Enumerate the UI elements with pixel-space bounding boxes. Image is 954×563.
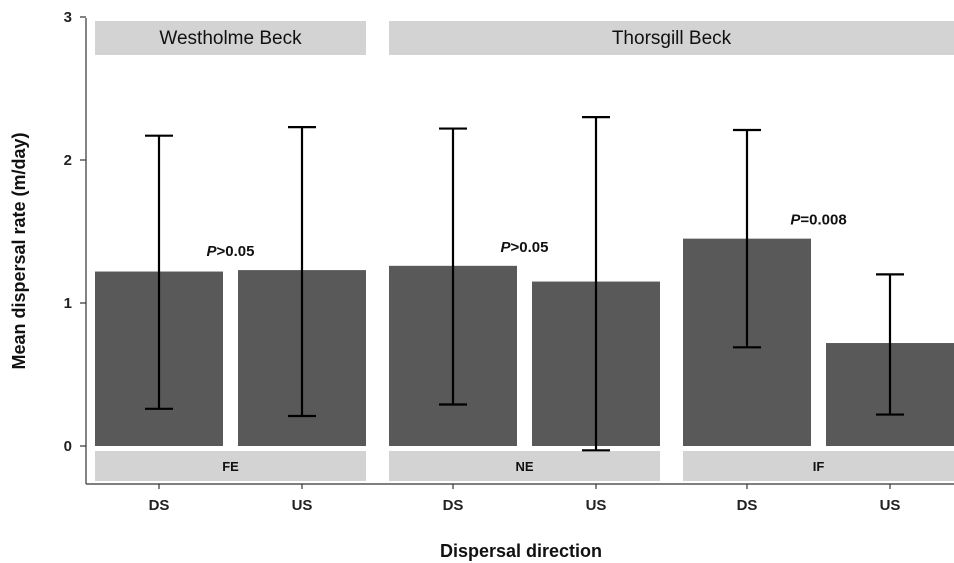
x-tick-label: US bbox=[292, 497, 313, 514]
error-bars-layer bbox=[145, 115, 904, 452]
x-axis-title: Dispersal direction bbox=[440, 541, 602, 561]
bottom-strip-ne bbox=[389, 451, 660, 481]
bars-layer bbox=[95, 238, 954, 446]
p-value-text: >0.05 bbox=[511, 239, 549, 256]
top-strip-1 bbox=[95, 21, 366, 55]
bottom-strip-if bbox=[683, 451, 954, 481]
y-tick-label: 1 bbox=[64, 295, 72, 312]
error-bar-ne-us bbox=[582, 115, 610, 452]
bottom-strip-label: IF bbox=[813, 459, 825, 474]
top-strip-label-2: Thorsgill Beck bbox=[612, 28, 732, 49]
p-symbol: P bbox=[207, 243, 218, 260]
top-strips: Westholme Beck Thorsgill Beck bbox=[95, 21, 954, 55]
bottom-strip-fe bbox=[95, 451, 366, 481]
y-ticks: 0 1 2 3 bbox=[64, 9, 86, 455]
x-tick-label: DS bbox=[149, 497, 170, 514]
p-value-labels: P>0.05 P>0.05P=0.008 bbox=[207, 212, 847, 260]
top-strip-2 bbox=[389, 21, 954, 55]
x-tick-label: DS bbox=[443, 497, 464, 514]
error-bar-fe-us bbox=[288, 126, 316, 418]
error-bar-ne-ds bbox=[439, 127, 467, 406]
bottom-strips: FE NE IF bbox=[95, 451, 954, 481]
top-strip-label-1: Westholme Beck bbox=[159, 28, 302, 49]
y-tick-label: 3 bbox=[64, 9, 72, 26]
y-tick-label: 2 bbox=[64, 152, 72, 169]
x-ticks: DS US DS US DS US bbox=[149, 484, 901, 514]
x-tick-label: DS bbox=[737, 497, 758, 514]
error-bar-if-ds bbox=[733, 128, 761, 349]
p-value-text: >0.05 bbox=[217, 243, 255, 260]
axes bbox=[85, 18, 954, 485]
p-symbol: P bbox=[501, 239, 512, 256]
x-tick-label: US bbox=[586, 497, 607, 514]
y-axis-title: Mean dispersal rate (m/day) bbox=[9, 132, 29, 369]
error-bar-fe-ds bbox=[145, 134, 173, 410]
p-symbol: P bbox=[790, 212, 801, 229]
y-tick-label: 0 bbox=[64, 438, 72, 455]
p-value-label-ne: P>0.05 bbox=[501, 239, 549, 256]
p-value-text: =0.008 bbox=[800, 212, 846, 229]
p-value-label-if: P=0.008 bbox=[790, 212, 846, 229]
p-value-label-fe: P>0.05 bbox=[207, 243, 255, 260]
error-bar-if-us bbox=[876, 273, 904, 416]
bottom-strip-label: FE bbox=[222, 459, 239, 474]
bottom-strip-label: NE bbox=[515, 459, 533, 474]
x-tick-label: US bbox=[880, 497, 901, 514]
